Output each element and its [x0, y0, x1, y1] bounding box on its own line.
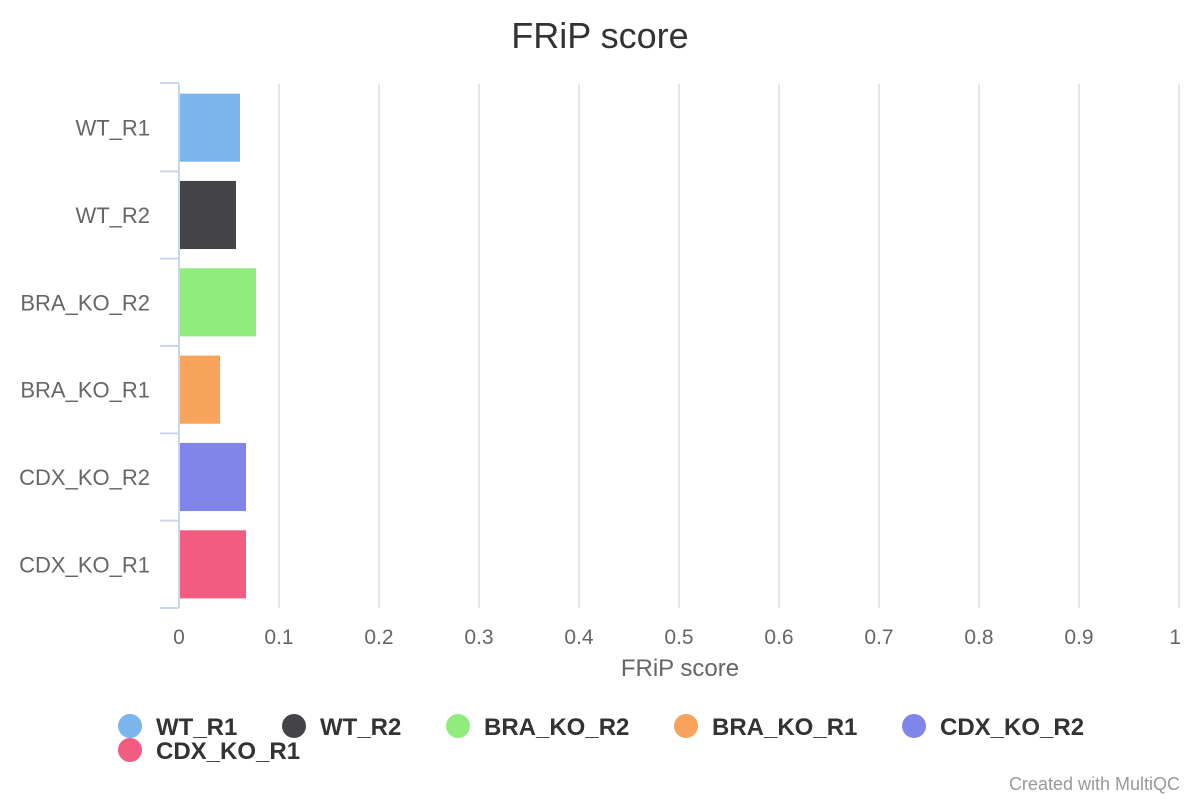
legend-item-wt-r2[interactable]: WT_R2 — [282, 714, 401, 741]
grid-lines — [278, 84, 1180, 608]
x-tick-label: 0.4 — [564, 626, 594, 649]
legend-item-bra-ko-r2[interactable]: BRA_KO_R2 — [446, 714, 629, 741]
legend-item-wt-r1[interactable]: WT_R1 — [118, 714, 237, 741]
x-tick-label: 0.8 — [964, 626, 993, 649]
bar-cdx-ko-r1[interactable] — [180, 530, 246, 599]
legend-item-cdx-ko-r1[interactable]: CDX_KO_R1 — [118, 738, 300, 765]
x-tick-label: 0.6 — [764, 626, 793, 649]
legend-marker — [118, 738, 142, 762]
bar-wt-r2[interactable] — [180, 180, 236, 250]
x-tick-label: 0 — [173, 626, 185, 649]
x-tick-label: 1 — [1169, 626, 1181, 649]
legend-item-cdx-ko-r2[interactable]: CDX_KO_R2 — [902, 714, 1084, 741]
legend-label: WT_R2 — [320, 714, 401, 741]
x-tick-label: 0.5 — [664, 626, 693, 649]
category-label: BRA_KO_R2 — [20, 290, 150, 315]
legend-item-bra-ko-r1[interactable]: BRA_KO_R1 — [674, 714, 857, 741]
chart-title: FRiP score — [511, 15, 688, 56]
legend-marker — [282, 714, 306, 738]
legend: WT_R1 WT_R2 BRA_KO_R2 BRA_KO_R1 CDX_KO_R2 CDX… — [118, 714, 1084, 765]
legend-marker — [446, 714, 470, 738]
bar-bra-ko-r1[interactable] — [180, 355, 220, 424]
legend-label: BRA_KO_R1 — [712, 714, 857, 741]
bar-bra-ko-r2[interactable] — [180, 268, 256, 337]
value-axis: 0 0.1 0.2 0.3 0.4 0.5 0.6 0.7 0.8 0.9 1 — [173, 626, 1181, 649]
bar-wt-r1[interactable] — [180, 93, 240, 162]
category-label: BRA_KO_R1 — [20, 378, 150, 403]
legend-label: WT_R1 — [156, 714, 237, 741]
legend-label: CDX_KO_R2 — [940, 714, 1084, 741]
x-tick-label: 0.1 — [264, 626, 293, 649]
category-label: CDX_KO_R1 — [19, 552, 150, 577]
x-tick-label: 0.3 — [464, 626, 493, 649]
bar-cdx-ko-r2[interactable] — [180, 442, 246, 512]
category-label: WT_R1 — [75, 116, 150, 141]
x-tick-label: 0.7 — [864, 626, 893, 649]
legend-marker — [902, 714, 926, 738]
legend-marker — [118, 714, 142, 738]
category-axis: WT_R1 WT_R2 BRA_KO_R2 BRA_KO_R1 CDX_KO_R2 CDX… — [19, 82, 180, 609]
category-label: WT_R2 — [75, 203, 150, 228]
legend-label: CDX_KO_R1 — [156, 738, 300, 765]
x-axis-title: FRiP score — [621, 655, 739, 682]
legend-marker — [674, 714, 698, 738]
x-tick-label: 0.2 — [364, 626, 393, 649]
x-tick-label: 0.9 — [1064, 626, 1093, 649]
bars — [180, 93, 256, 599]
category-label: CDX_KO_R2 — [19, 465, 150, 490]
legend-label: BRA_KO_R2 — [484, 714, 629, 741]
credits-link[interactable]: Created with MultiQC — [1009, 774, 1180, 794]
